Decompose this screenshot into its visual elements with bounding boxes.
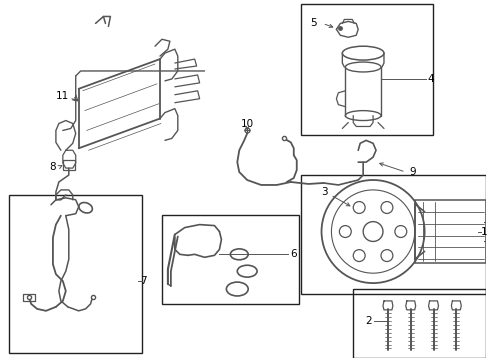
- Text: 1: 1: [480, 226, 487, 237]
- Bar: [63, 160, 75, 170]
- Text: 10: 10: [240, 120, 253, 130]
- Bar: [300, 175, 485, 294]
- Bar: [300, 4, 432, 135]
- Text: 11: 11: [56, 91, 69, 101]
- Text: 5: 5: [309, 18, 316, 28]
- Bar: [162, 215, 298, 304]
- Text: 7: 7: [140, 276, 146, 286]
- Bar: [9, 195, 142, 354]
- Text: 3: 3: [321, 187, 327, 197]
- Text: 8: 8: [49, 162, 56, 172]
- Text: 6: 6: [289, 249, 296, 259]
- Bar: [352, 289, 485, 359]
- Bar: [414, 200, 485, 263]
- Text: 2: 2: [365, 316, 371, 326]
- Text: 9: 9: [409, 167, 415, 177]
- Text: 4: 4: [427, 74, 433, 84]
